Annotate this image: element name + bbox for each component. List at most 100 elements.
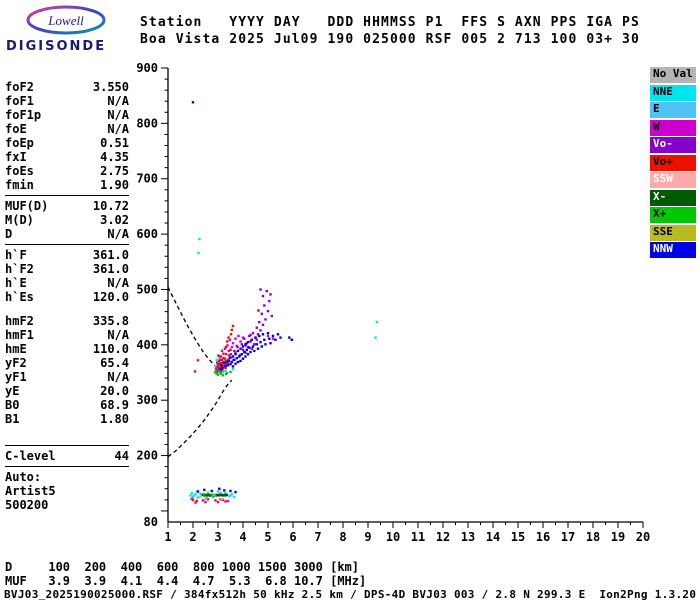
station-header-values: Boa Vista 2025 Jul09 190 025000 RSF 005 … xyxy=(140,32,640,47)
param-value: 361.0 xyxy=(92,248,129,262)
legend-item-nne: NNE xyxy=(650,84,696,101)
param-value: 1.90 xyxy=(100,178,129,192)
param-value: N/A xyxy=(107,328,129,342)
param-artist5: Artist5 xyxy=(5,484,129,498)
svg-text:13: 13 xyxy=(461,530,475,544)
svg-text:18: 18 xyxy=(586,530,600,544)
param-foe: foE N/A xyxy=(5,122,129,136)
param-fof1p: foF1p N/A xyxy=(5,108,129,122)
svg-text:800: 800 xyxy=(136,116,158,130)
legend-item-vo: Vo- xyxy=(650,137,696,153)
svg-text:15: 15 xyxy=(511,530,525,544)
param-value: N/A xyxy=(107,276,129,290)
svg-text:8: 8 xyxy=(339,530,346,544)
station-header-labels: Station YYYY DAY DDD HHMMSS P1 FFS S AXN… xyxy=(140,15,640,30)
legend-item-x: X+ xyxy=(650,207,696,223)
profile-curve xyxy=(167,379,233,458)
param-value: 1.80 xyxy=(100,412,129,426)
param-foep: foEp 0.51 xyxy=(5,136,129,150)
param-value: 20.0 xyxy=(100,384,129,398)
param-label: Auto: xyxy=(5,470,42,484)
legend-item-w: W xyxy=(650,119,696,136)
plot-axes xyxy=(161,67,644,528)
param-label: fxI xyxy=(5,150,27,164)
svg-text:7: 7 xyxy=(314,530,321,544)
param-label: fmin xyxy=(5,178,34,192)
param-label: h`F2 xyxy=(5,262,34,276)
param-yf1: yF1 N/A xyxy=(5,370,129,384)
param-label: C-level xyxy=(5,449,56,463)
muf-values-row: MUF 3.9 3.9 4.1 4.4 4.7 5.3 6.8 10.7 [MH… xyxy=(5,574,367,588)
param-d: D N/A xyxy=(5,227,129,241)
svg-text:16: 16 xyxy=(536,530,550,544)
param-label: D xyxy=(5,227,13,241)
svg-text:500: 500 xyxy=(136,282,158,296)
param-divider xyxy=(5,195,129,196)
param-label: hmF2 xyxy=(5,314,34,328)
param-hmf2: hmF2 335.8 xyxy=(5,314,129,328)
legend-item-no-val: No Val xyxy=(650,67,696,83)
param-label: B0 xyxy=(5,398,20,412)
svg-text:900: 900 xyxy=(136,61,158,75)
svg-text:600: 600 xyxy=(136,227,158,241)
param-label: foEs xyxy=(5,164,34,178)
param-value: N/A xyxy=(107,108,129,122)
logo-brand-text: Lowell xyxy=(47,13,84,28)
param-label: MUF(D) xyxy=(5,199,49,213)
param-fxi: fxI 4.35 xyxy=(5,150,129,164)
doppler-color-legend: No Val NNE E W Vo- Vo+ SSW X- X+ SSE NNW xyxy=(650,67,696,260)
param-c-level: C-level 44 xyxy=(5,449,129,463)
param-value: 44 xyxy=(114,449,129,463)
param-value: 3.550 xyxy=(92,80,129,94)
param-value: 110.0 xyxy=(92,342,129,356)
param-label: h`E xyxy=(5,276,27,290)
svg-text:200: 200 xyxy=(136,449,158,463)
lowell-digisonde-logo: Lowell DIGISONDE xyxy=(6,4,136,54)
svg-text:300: 300 xyxy=(136,393,158,407)
param-b1: B1 1.80 xyxy=(5,412,129,426)
param-value: 68.9 xyxy=(100,398,129,412)
svg-text:12: 12 xyxy=(436,530,450,544)
svg-text:1: 1 xyxy=(164,530,171,544)
param-auto: Auto: xyxy=(5,470,129,484)
svg-text:9: 9 xyxy=(364,530,371,544)
param-value: N/A xyxy=(107,94,129,108)
param-label: 500200 xyxy=(5,498,49,512)
param-value: N/A xyxy=(107,122,129,136)
param-label: foF2 xyxy=(5,80,34,94)
muf-distance-row: D 100 200 400 600 800 1000 1500 3000 [km… xyxy=(5,560,360,574)
param-label: yE xyxy=(5,384,20,398)
param-label: foF1p xyxy=(5,108,42,122)
y-axis-labels: 900 800 700 600 500 400 300 200 80 xyxy=(136,61,158,529)
param-label: yF1 xyxy=(5,370,27,384)
svg-text:5: 5 xyxy=(264,530,271,544)
svg-text:4: 4 xyxy=(239,530,246,544)
svg-text:14: 14 xyxy=(486,530,500,544)
param-divider xyxy=(5,466,129,467)
param-ye: yE 20.0 xyxy=(5,384,129,398)
param-hme: hmE 110.0 xyxy=(5,342,129,356)
param-label: hmE xyxy=(5,342,27,356)
param-label: B1 xyxy=(5,412,20,426)
svg-text:20: 20 xyxy=(636,530,650,544)
param-value: 335.8 xyxy=(92,314,129,328)
param-label: foEp xyxy=(5,136,34,150)
param-label: foF1 xyxy=(5,94,34,108)
transmission-curve xyxy=(167,286,228,376)
muf-distance-table: D 100 200 400 600 800 1000 1500 3000 [km… xyxy=(5,560,366,588)
param-label: Artist5 xyxy=(5,484,56,498)
param-value: 2.75 xyxy=(100,164,129,178)
svg-text:19: 19 xyxy=(611,530,625,544)
scaled-parameters-panel: foF2 3.550 foF1 N/A foF1p N/A foE N/A foEp 0.51 fx… xyxy=(5,80,129,512)
param-value: 120.0 xyxy=(92,290,129,304)
svg-text:10: 10 xyxy=(386,530,400,544)
param-label: hmF1 xyxy=(5,328,34,342)
param-value: 4.35 xyxy=(100,150,129,164)
legend-item-vo: Vo+ xyxy=(650,154,696,171)
station-header: Station YYYY DAY DDD HHMMSS P1 FFS S AXN… xyxy=(140,14,640,48)
series-ssw xyxy=(220,497,223,500)
param-divider xyxy=(5,244,129,245)
param-label: h`F xyxy=(5,248,27,262)
